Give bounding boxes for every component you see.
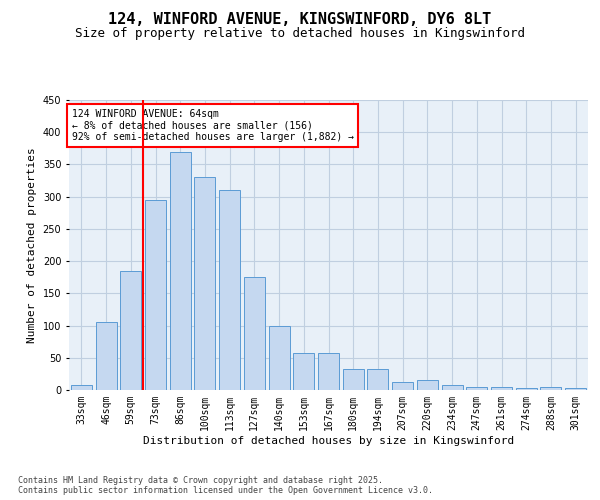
Bar [269, 326, 290, 390]
Bar [367, 368, 388, 390]
Bar [516, 388, 537, 390]
X-axis label: Distribution of detached houses by size in Kingswinford: Distribution of detached houses by size … [143, 436, 514, 446]
Text: 124 WINFORD AVENUE: 64sqm
← 8% of detached houses are smaller (156)
92% of semi-: 124 WINFORD AVENUE: 64sqm ← 8% of detach… [71, 108, 353, 142]
Bar [244, 277, 265, 390]
Bar [71, 385, 92, 390]
Bar [194, 178, 215, 390]
Text: Size of property relative to detached houses in Kingswinford: Size of property relative to detached ho… [75, 28, 525, 40]
Bar [442, 385, 463, 390]
Bar [491, 387, 512, 390]
Bar [417, 380, 438, 390]
Bar [145, 200, 166, 390]
Bar [95, 322, 116, 390]
Bar [318, 352, 339, 390]
Bar [565, 388, 586, 390]
Bar [219, 190, 240, 390]
Bar [293, 352, 314, 390]
Text: Contains HM Land Registry data © Crown copyright and database right 2025.
Contai: Contains HM Land Registry data © Crown c… [18, 476, 433, 495]
Text: 124, WINFORD AVENUE, KINGSWINFORD, DY6 8LT: 124, WINFORD AVENUE, KINGSWINFORD, DY6 8… [109, 12, 491, 28]
Bar [392, 382, 413, 390]
Bar [466, 387, 487, 390]
Bar [541, 387, 562, 390]
Bar [120, 271, 141, 390]
Bar [170, 152, 191, 390]
Bar [343, 368, 364, 390]
Y-axis label: Number of detached properties: Number of detached properties [27, 147, 37, 343]
